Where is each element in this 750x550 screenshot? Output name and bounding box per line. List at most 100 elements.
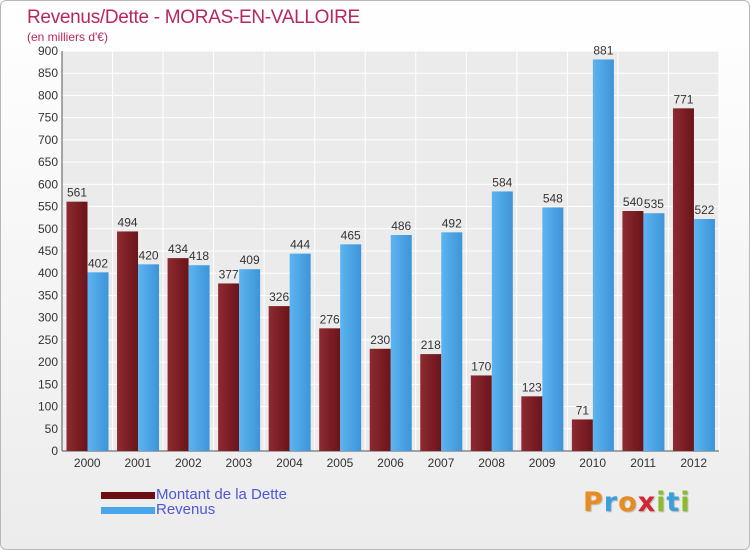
data-label-dette: 218 bbox=[421, 338, 441, 352]
x-tick-label: 2003 bbox=[226, 456, 253, 470]
y-tick-label: 150 bbox=[38, 377, 58, 391]
data-label-dette: 230 bbox=[370, 333, 390, 347]
data-label-dette: 71 bbox=[576, 403, 590, 417]
legend-swatch-dette bbox=[101, 492, 155, 499]
y-tick-label: 450 bbox=[38, 244, 58, 258]
bar-dette bbox=[268, 306, 290, 451]
x-tick-label: 2010 bbox=[579, 456, 606, 470]
data-label-revenus: 535 bbox=[644, 197, 664, 211]
bar-revenus bbox=[491, 191, 513, 451]
bar-revenus bbox=[542, 207, 564, 451]
chart-title: Revenus/Dette - MORAS-EN-VALLOIRE bbox=[27, 7, 360, 28]
legend-label-dette: Montant de la Dette bbox=[156, 486, 287, 503]
bar-revenus bbox=[188, 265, 210, 451]
x-tick-label: 2006 bbox=[377, 456, 404, 470]
bar-dette bbox=[470, 375, 492, 451]
bar-revenus bbox=[340, 244, 362, 451]
y-tick-label: 750 bbox=[38, 111, 58, 125]
legend-swatch-revenus bbox=[101, 507, 155, 514]
bar-revenus bbox=[592, 59, 614, 451]
data-label-dette: 377 bbox=[219, 267, 239, 281]
logo-letter: r bbox=[603, 487, 619, 518]
bar-revenus bbox=[693, 219, 715, 451]
x-tick-label: 2002 bbox=[175, 456, 202, 470]
logo-letter: P bbox=[583, 487, 604, 518]
bar-dette bbox=[369, 348, 391, 451]
bar-revenus bbox=[441, 232, 463, 451]
data-label-revenus: 881 bbox=[593, 43, 613, 57]
chart-subtitle: (en milliers d'€) bbox=[27, 30, 108, 44]
y-tick-label: 650 bbox=[38, 155, 58, 169]
x-tick-label: 2009 bbox=[529, 456, 556, 470]
data-label-dette: 771 bbox=[673, 92, 693, 106]
data-label-dette: 434 bbox=[168, 242, 188, 256]
logo-letter: i bbox=[680, 487, 691, 518]
data-label-revenus: 444 bbox=[290, 238, 310, 252]
y-tick-label: 350 bbox=[38, 288, 58, 302]
data-label-revenus: 465 bbox=[341, 228, 361, 242]
y-tick-label: 250 bbox=[38, 333, 58, 347]
proxiti-logo: Proxiti bbox=[583, 487, 691, 518]
bar-dette bbox=[420, 354, 442, 451]
x-tick-label: 2008 bbox=[478, 456, 505, 470]
x-tick-label: 2011 bbox=[630, 456, 656, 470]
legend-label-revenus: Revenus bbox=[156, 501, 216, 518]
y-tick-label: 400 bbox=[38, 266, 58, 280]
bar-dette bbox=[319, 328, 341, 451]
bar-dette bbox=[571, 419, 593, 451]
y-tick-label: 600 bbox=[38, 177, 58, 191]
data-label-revenus: 418 bbox=[189, 249, 209, 263]
bar-revenus bbox=[390, 235, 412, 451]
data-label-revenus: 548 bbox=[543, 191, 563, 205]
data-label-dette: 123 bbox=[522, 380, 542, 394]
data-label-dette: 561 bbox=[67, 186, 87, 200]
data-label-revenus: 492 bbox=[442, 216, 462, 230]
y-tick-label: 900 bbox=[38, 44, 58, 58]
data-label-dette: 540 bbox=[623, 195, 643, 209]
y-tick-label: 700 bbox=[38, 133, 58, 147]
bar-dette bbox=[167, 258, 189, 451]
data-label-revenus: 420 bbox=[139, 248, 159, 262]
y-tick-label: 550 bbox=[38, 200, 58, 214]
bar-revenus bbox=[289, 253, 311, 451]
bar-revenus bbox=[87, 272, 109, 451]
y-tick-label: 300 bbox=[38, 311, 58, 325]
bar-dette bbox=[218, 283, 240, 451]
data-label-revenus: 522 bbox=[694, 203, 714, 217]
y-tick-label: 200 bbox=[38, 355, 58, 369]
x-tick-label: 2005 bbox=[327, 456, 354, 470]
bar-revenus bbox=[239, 269, 261, 451]
data-label-dette: 276 bbox=[320, 312, 340, 326]
data-label-revenus: 402 bbox=[88, 256, 108, 270]
data-label-dette: 170 bbox=[471, 359, 491, 373]
data-label-revenus: 584 bbox=[492, 175, 512, 189]
y-tick-label: 800 bbox=[38, 88, 58, 102]
bar-dette bbox=[521, 396, 543, 451]
bar-revenus bbox=[138, 264, 160, 451]
y-tick-label: 100 bbox=[38, 400, 58, 414]
logo-letter: t bbox=[666, 487, 681, 518]
bar-dette bbox=[672, 108, 694, 451]
bar-dette bbox=[66, 201, 88, 451]
x-tick-label: 2007 bbox=[428, 456, 455, 470]
x-tick-label: 2012 bbox=[680, 456, 707, 470]
y-tick-label: 0 bbox=[51, 444, 58, 458]
logo-letter: o bbox=[618, 487, 638, 518]
y-tick-label: 850 bbox=[38, 66, 58, 80]
x-tick-label: 2000 bbox=[74, 456, 101, 470]
data-label-dette: 494 bbox=[118, 215, 138, 229]
x-tick-label: 2001 bbox=[124, 456, 151, 470]
x-tick-label: 2004 bbox=[276, 456, 303, 470]
y-tick-label: 500 bbox=[38, 222, 58, 236]
data-label-revenus: 409 bbox=[240, 253, 260, 267]
data-label-dette: 326 bbox=[269, 290, 289, 304]
bar-dette bbox=[622, 211, 644, 451]
data-label-revenus: 486 bbox=[391, 219, 411, 233]
bar-dette bbox=[117, 231, 139, 451]
bar-revenus bbox=[643, 213, 665, 451]
y-tick-label: 50 bbox=[45, 422, 59, 436]
logo-letter: i bbox=[656, 487, 667, 518]
logo-letter: x bbox=[637, 487, 657, 518]
